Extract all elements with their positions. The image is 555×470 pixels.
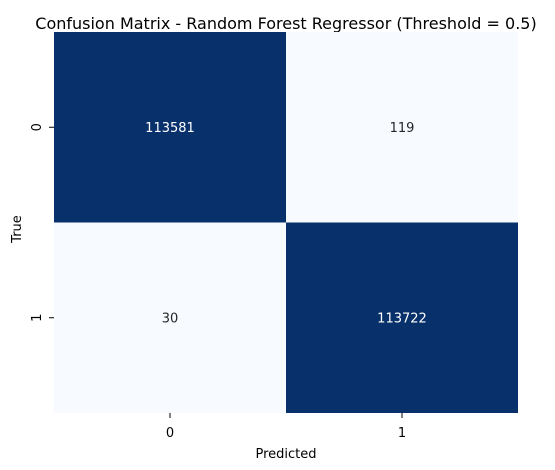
x-tick-label-0: 0 [166,426,174,441]
heatmap-cell-1-0 [54,222,286,413]
cell-value-label-0-0: 113581 [145,121,195,136]
x-axis-label: Predicted [255,447,316,462]
cell-value-label-1-0: 30 [162,311,179,326]
cell-value-label-0-1: 119 [390,121,415,136]
y-tick-label-0: 0 [30,123,45,131]
y-axis-label: True [10,215,25,244]
y-axis-ticks: 01 [30,123,54,322]
y-tick-label-1: 1 [30,314,45,322]
x-tick-label-1: 1 [398,426,406,441]
chart-title: Confusion Matrix - Random Forest Regress… [35,14,536,33]
heatmap-cell-1-1 [286,222,518,413]
heatmap-cells [54,32,518,413]
cell-value-label-1-1: 113722 [377,311,427,326]
heatmap-cell-0-0 [54,32,286,223]
cell-value-labels: 113581 119 30 113722 [145,121,427,327]
heatmap-cell-0-1 [286,32,518,223]
